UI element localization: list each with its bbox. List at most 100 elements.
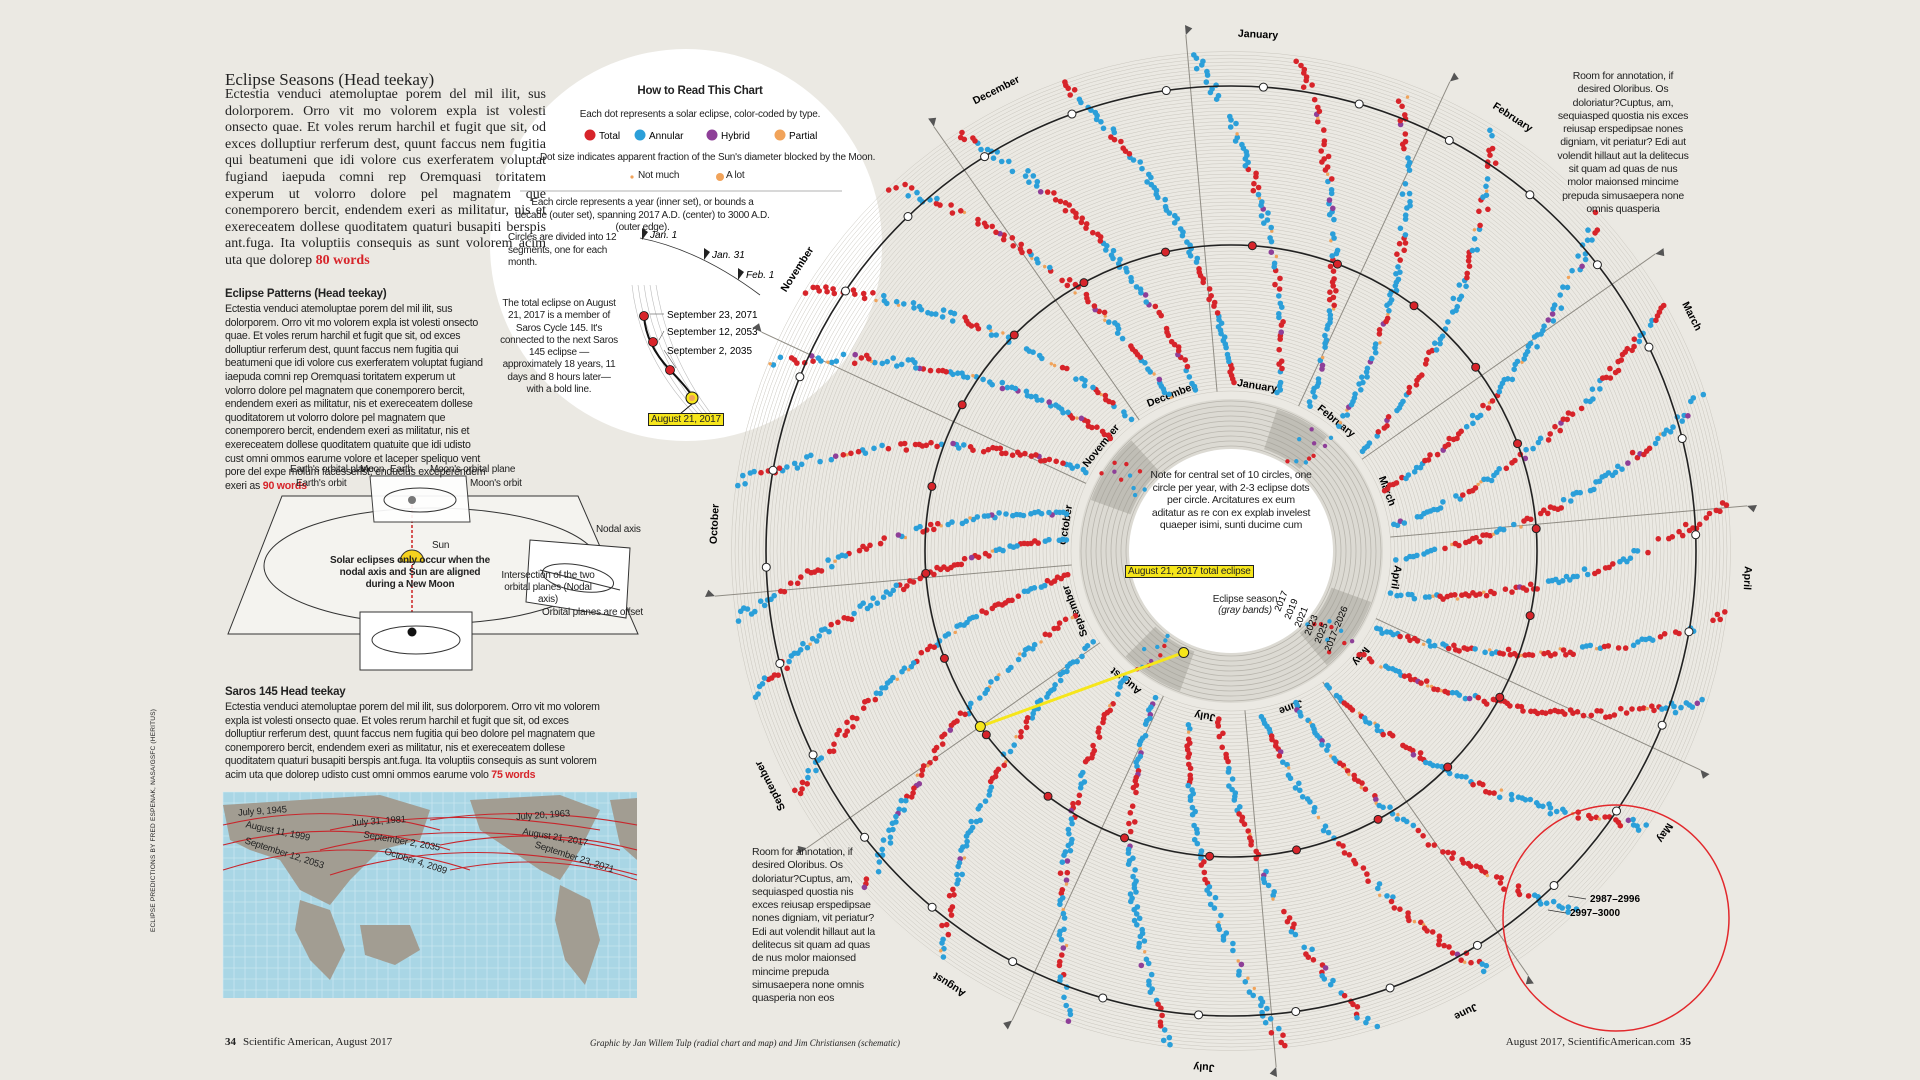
eclipse-dot — [1457, 496, 1463, 502]
eclipse-dot — [1047, 264, 1053, 271]
eclipse-dot — [1259, 1013, 1266, 1019]
eclipse-dot — [1015, 593, 1022, 599]
eclipse-dot — [977, 695, 983, 701]
eclipse-dot — [1373, 796, 1379, 803]
tick-label: Jan. 1 — [649, 230, 677, 241]
eclipse-dot — [858, 355, 865, 361]
eclipse-dot — [1534, 710, 1541, 717]
eclipse-dot — [1194, 255, 1201, 262]
eclipse-dot — [1083, 221, 1090, 227]
eclipse-dot — [1710, 617, 1716, 624]
eclipse-dot — [831, 290, 838, 297]
eclipse-path — [319, 831, 621, 851]
eclipse-dot — [1026, 179, 1032, 185]
center-disk — [1129, 449, 1333, 653]
eclipse-dot — [885, 445, 892, 452]
eclipse-dot — [1161, 1027, 1168, 1033]
eclipse-dot — [1483, 183, 1489, 190]
eclipse-dot — [1326, 172, 1330, 176]
eclipse-dot — [804, 454, 810, 460]
eclipse-dot — [1038, 397, 1045, 404]
eclipse-dot — [1635, 639, 1641, 645]
ring-marker — [1043, 791, 1053, 801]
eclipse-dot — [1429, 929, 1436, 935]
eclipse-dot — [1246, 976, 1250, 980]
eclipse-dot — [1417, 750, 1424, 756]
eclipse-path — [449, 861, 638, 881]
eclipse-dot — [1366, 720, 1373, 726]
eclipse-dot — [1043, 264, 1047, 269]
eclipse-dot — [1321, 138, 1328, 144]
eclipse-dot — [1077, 785, 1084, 791]
eclipse-dot — [947, 369, 954, 375]
eclipse-dot — [851, 360, 858, 367]
eclipse-dot — [1660, 302, 1667, 309]
eclipse-dot — [1115, 691, 1121, 697]
eclipse-dot — [1322, 332, 1328, 339]
decade-ring — [976, 296, 1486, 806]
eclipse-dot — [1394, 251, 1400, 257]
eclipse-dot — [945, 521, 951, 528]
ring-marker — [1258, 82, 1268, 92]
eclipse-dot — [1309, 946, 1315, 953]
map-land — [295, 900, 345, 980]
folio: Scientific American, August 2017 — [243, 1036, 393, 1048]
eclipse-dot — [1297, 436, 1302, 442]
eclipse-dot — [1570, 651, 1576, 658]
eclipse-dot — [1165, 633, 1170, 639]
eclipse-dot — [939, 940, 945, 946]
eclipse-dot — [1578, 405, 1585, 412]
eclipse-dot — [1375, 429, 1382, 435]
eclipse-dot — [1172, 212, 1178, 219]
flag — [1449, 72, 1459, 82]
eclipse-dot — [1287, 766, 1291, 770]
eclipse-dot — [1436, 941, 1442, 948]
decade-ring — [913, 233, 1549, 869]
eclipse-dot — [1189, 380, 1195, 387]
eclipse-dot — [1453, 493, 1459, 499]
eclipse-dot — [1056, 537, 1063, 544]
ring-marker — [1194, 1010, 1204, 1020]
eclipse-dot — [1723, 502, 1730, 508]
eclipse-dot — [1246, 989, 1253, 995]
eclipse-dot — [1407, 198, 1413, 205]
eclipse-dot — [907, 668, 911, 672]
ring-marker — [1644, 342, 1654, 352]
eclipse-dot — [1028, 511, 1034, 517]
eclipse-dot — [987, 788, 993, 794]
eclipse-dot — [1678, 704, 1684, 711]
eclipse-dot — [1422, 759, 1429, 766]
ring-marker — [1525, 190, 1535, 200]
ring-marker — [981, 730, 991, 740]
decade-ring — [885, 205, 1577, 897]
saros-date: September 23, 2071 — [667, 310, 758, 321]
eclipse-dot — [861, 295, 868, 302]
eclipse-dot — [1146, 982, 1152, 988]
eclipse-dot — [1033, 183, 1040, 189]
eclipse-dot — [913, 365, 919, 371]
eclipse-dot — [1534, 586, 1540, 592]
eclipse-dot — [1360, 379, 1366, 386]
eclipse-dot — [1259, 199, 1265, 205]
eclipse-dot — [1015, 449, 1021, 456]
eclipse-dot — [1547, 810, 1554, 817]
month-divider — [1185, 34, 1218, 392]
eclipse-dot — [799, 786, 805, 792]
eclipse-dot — [911, 305, 917, 311]
eclipse-dot — [1167, 1041, 1173, 1048]
eclipse-dot — [1631, 343, 1637, 350]
eclipse-dot — [1505, 646, 1512, 653]
eclipse-dot — [1265, 210, 1271, 216]
eclipse-dot — [1413, 382, 1420, 388]
eclipse-dot — [1162, 643, 1167, 649]
decade-ring — [846, 166, 1616, 936]
month-label: April — [1741, 566, 1754, 591]
eclipse-dot — [1136, 915, 1143, 922]
eclipse-dot — [1618, 705, 1624, 712]
eclipse-dot — [893, 298, 900, 305]
eclipse-dot — [1250, 992, 1256, 999]
guide-ring — [643, 284, 709, 421]
eclipse-dot — [1061, 852, 1067, 858]
eclipse-dot — [1062, 207, 1069, 214]
eclipse-dot — [1325, 153, 1332, 160]
